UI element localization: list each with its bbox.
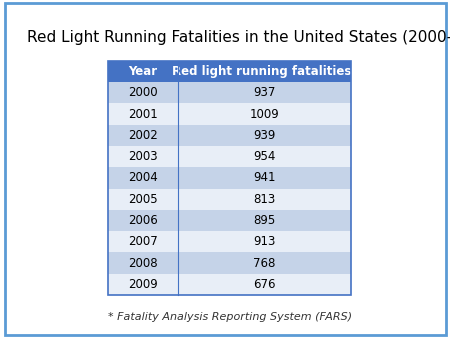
Text: 913: 913 xyxy=(253,235,275,248)
Text: 676: 676 xyxy=(253,278,275,291)
Text: Year: Year xyxy=(128,65,158,78)
Text: Red light running fatalities*: Red light running fatalities* xyxy=(171,65,357,78)
Text: 2000: 2000 xyxy=(128,86,158,99)
Text: 2002: 2002 xyxy=(128,129,158,142)
Text: 768: 768 xyxy=(253,257,275,270)
Text: * Fatality Analysis Reporting System (FARS): * Fatality Analysis Reporting System (FA… xyxy=(108,312,352,322)
Text: 813: 813 xyxy=(253,193,275,206)
Text: 941: 941 xyxy=(253,171,275,185)
Text: Red Light Running Fatalities in the United States (2000-2009): Red Light Running Fatalities in the Unit… xyxy=(27,30,450,45)
Text: 939: 939 xyxy=(253,129,275,142)
Text: 2006: 2006 xyxy=(128,214,158,227)
Text: 954: 954 xyxy=(253,150,275,163)
Text: 1009: 1009 xyxy=(249,107,279,121)
Text: 937: 937 xyxy=(253,86,275,99)
Text: 2008: 2008 xyxy=(128,257,158,270)
Text: 2003: 2003 xyxy=(128,150,158,163)
Text: 2005: 2005 xyxy=(128,193,158,206)
Text: 2004: 2004 xyxy=(128,171,158,185)
Text: 895: 895 xyxy=(253,214,275,227)
Text: 2001: 2001 xyxy=(128,107,158,121)
Text: 2007: 2007 xyxy=(128,235,158,248)
Text: 2009: 2009 xyxy=(128,278,158,291)
